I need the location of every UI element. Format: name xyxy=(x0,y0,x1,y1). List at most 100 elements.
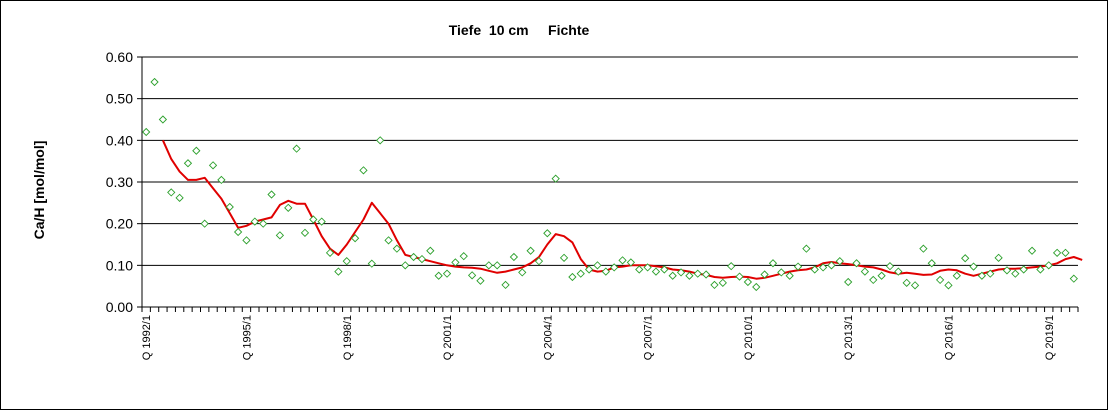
y-axis-label: Ca/H [mol/mol] xyxy=(31,141,47,240)
data-point xyxy=(292,144,301,153)
data-point xyxy=(225,202,234,212)
data-point xyxy=(910,281,920,290)
x-tick-label: Q 2016/1 xyxy=(943,315,955,360)
plot-area xyxy=(142,77,1083,292)
data-point xyxy=(501,280,510,290)
data-point xyxy=(417,254,427,264)
data-point xyxy=(1019,265,1028,274)
data-point xyxy=(610,263,619,272)
y-axis-ticks: 0.00 0.10 0.20 0.30 0.40 0.50 0.60 xyxy=(106,49,142,315)
data-point xyxy=(894,267,903,276)
data-point xyxy=(325,248,335,257)
chart-title: Tiefe 10 cm Fichte xyxy=(449,22,590,38)
data-point xyxy=(827,261,836,270)
data-point xyxy=(643,263,652,272)
x-tick-label: Q 1992/1 xyxy=(141,315,153,360)
x-tick-label: Q 2019/1 xyxy=(1044,315,1056,360)
data-point xyxy=(442,269,452,278)
data-point xyxy=(342,257,351,266)
data-point xyxy=(902,278,911,287)
data-point xyxy=(852,259,861,268)
data-point xyxy=(735,272,744,281)
data-point xyxy=(919,244,928,253)
data-point xyxy=(150,77,159,87)
data-point xyxy=(835,257,844,266)
data-point xyxy=(593,261,602,270)
data-point xyxy=(685,271,694,280)
data-point xyxy=(526,246,535,255)
data-point xyxy=(601,267,610,276)
data-point xyxy=(217,175,226,185)
data-point xyxy=(476,276,485,285)
data-point xyxy=(509,252,519,262)
y-tick-label: 0.60 xyxy=(106,49,133,65)
data-point xyxy=(1011,269,1020,278)
x-axis: Q 1992/1 Q 1995/1 Q 1998/1 Q 2001/1 Q 2004/1… xyxy=(141,57,1079,360)
x-tick-label: Q 1998/1 xyxy=(342,315,354,360)
data-point xyxy=(359,166,368,175)
data-point xyxy=(810,265,819,274)
data-point xyxy=(334,267,343,276)
data-point xyxy=(718,278,727,287)
data-point xyxy=(233,227,243,237)
data-point xyxy=(584,265,594,274)
data-point xyxy=(1036,265,1045,274)
y-tick-label: 0.10 xyxy=(106,257,133,273)
data-point xyxy=(760,270,769,279)
data-point xyxy=(200,219,209,228)
y-tick-label: 0.40 xyxy=(106,132,133,148)
data-point xyxy=(676,268,686,277)
data-point xyxy=(192,146,201,155)
x-tick-label: Q 2001/1 xyxy=(442,315,454,360)
data-point xyxy=(885,262,895,271)
data-point xyxy=(434,271,443,280)
data-point xyxy=(451,258,460,267)
data-point xyxy=(693,269,702,278)
data-point xyxy=(392,244,402,253)
data-point xyxy=(259,219,268,228)
data-point xyxy=(401,261,410,270)
data-point xyxy=(167,188,176,197)
data-point xyxy=(969,262,978,271)
data-point xyxy=(459,252,468,261)
data-point xyxy=(1044,261,1053,270)
data-point xyxy=(309,215,318,224)
y-tick-label: 0.30 xyxy=(106,174,133,190)
data-point xyxy=(267,190,276,199)
data-point xyxy=(668,271,677,280)
data-point xyxy=(785,271,794,280)
data-point xyxy=(777,268,786,277)
data-point xyxy=(317,217,326,226)
data-point xyxy=(727,262,736,271)
data-point xyxy=(802,244,811,253)
data-point xyxy=(994,253,1003,262)
data-point xyxy=(1002,266,1012,275)
data-point xyxy=(367,259,376,268)
data-point xyxy=(860,267,870,276)
data-point xyxy=(208,161,218,170)
data-point xyxy=(877,271,886,280)
data-point xyxy=(944,281,953,290)
x-tick-label: Q 2007/1 xyxy=(643,315,655,360)
data-point xyxy=(961,254,970,263)
x-tick-label: Q 2004/1 xyxy=(542,315,554,360)
x-tick-label: Q 2013/1 xyxy=(843,315,855,360)
data-point xyxy=(175,193,184,202)
data-point xyxy=(927,259,936,268)
data-point xyxy=(493,261,502,270)
data-point xyxy=(300,228,310,237)
data-point xyxy=(350,234,360,243)
data-point xyxy=(275,231,285,240)
y-tick-label: 0.00 xyxy=(106,299,133,315)
data-point xyxy=(158,115,168,124)
y-tick-label: 0.50 xyxy=(106,91,133,107)
data-point xyxy=(752,282,761,292)
y-tick-label: 0.20 xyxy=(106,216,133,232)
moving-average-line xyxy=(161,139,1083,280)
data-point xyxy=(977,271,987,280)
data-point xyxy=(183,159,193,168)
data-point xyxy=(701,270,711,279)
data-point xyxy=(142,127,151,137)
